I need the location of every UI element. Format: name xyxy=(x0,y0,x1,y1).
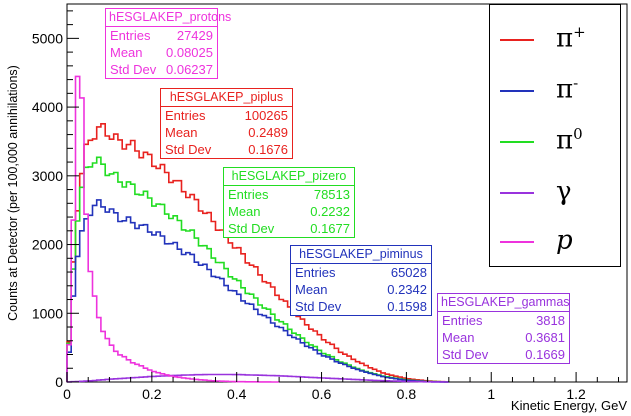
stats-mean-label: Mean xyxy=(295,282,328,297)
legend-item-proton: p xyxy=(490,217,620,267)
stats-std-label: Std Dev xyxy=(165,142,212,157)
legend-swatch xyxy=(500,192,534,194)
series-curve-hESGLAKEP_gammas xyxy=(66,373,449,383)
y-tick-label: 2000 xyxy=(32,237,63,253)
stats-mean-label: Mean xyxy=(110,45,143,60)
stats-title: hESGLAKEP_protons xyxy=(106,9,231,27)
y-tick-label: 4000 xyxy=(32,99,63,115)
plot-frame xyxy=(66,3,628,383)
stats-mean-label: Mean xyxy=(228,204,261,219)
stats-mean-value: 0.2232 xyxy=(310,204,350,219)
stats-box-gammas: hESGLAKEP_gammas Entries 3818 Mean 0.3681 … xyxy=(437,293,570,364)
stats-entries-value: 78513 xyxy=(313,187,350,202)
stats-entries-value: 100265 xyxy=(244,108,288,123)
stats-mean-label: Mean xyxy=(165,125,198,140)
y-axis-label: Counts at Detector (per 100,000 annihila… xyxy=(6,65,20,321)
stats-mean-value: 0.08025 xyxy=(166,45,213,60)
stats-title: hESGLAKEP_pizero xyxy=(224,168,354,186)
stats-mean-value: 0.2489 xyxy=(248,125,288,140)
stats-std-value: 0.1669 xyxy=(525,347,565,362)
stats-box-protons: hESGLAKEP_protons Entries 27429 Mean 0.080… xyxy=(105,8,231,79)
stats-std-value: 0.1598 xyxy=(387,299,427,314)
stats-mean-value: 0.3681 xyxy=(525,330,565,345)
x-axis-label: Kinetic Energy, GeV xyxy=(511,398,627,413)
stats-entries-label: Entries xyxy=(228,187,269,202)
stats-entries-label: Entries xyxy=(165,108,206,123)
legend-item-pizero: π0 xyxy=(490,117,620,167)
stats-std-label: Std Dev xyxy=(442,347,489,362)
series-curve-hESGLAKEP_piplus xyxy=(66,123,450,383)
stats-mean-value: 0.2342 xyxy=(387,282,427,297)
stats-entries-label: Entries xyxy=(295,265,336,280)
x-tick-label: 0.4 xyxy=(227,386,247,402)
y-tick-label: 5000 xyxy=(32,30,63,46)
x-tick-label: 0.8 xyxy=(397,386,417,402)
legend-item-piplus: π+ xyxy=(490,15,620,65)
stats-title: hESGLAKEP_piminus xyxy=(291,246,431,264)
legend-swatch xyxy=(500,241,534,243)
stats-title: hESGLAKEP_gammas xyxy=(438,294,570,312)
stats-std-label: Std Dev xyxy=(228,221,275,236)
stats-std-value: 0.1676 xyxy=(248,142,288,157)
legend-label: γ xyxy=(556,176,572,207)
stats-box-piplus: hESGLAKEP_piplus Entries 100265 Mean 0.248… xyxy=(160,88,293,159)
stats-title: hESGLAKEP_piplus xyxy=(161,89,292,107)
series-curve-hESGLAKEP_piminus xyxy=(66,199,449,383)
stats-entries-value: 3818 xyxy=(536,313,565,328)
x-tick-label: 0.2 xyxy=(142,386,162,402)
x-tick-label: 1 xyxy=(487,386,495,402)
series-curves xyxy=(66,75,450,383)
legend-item-piminus: π- xyxy=(490,66,620,116)
stats-std-label: Std Dev xyxy=(295,299,342,314)
stats-std-label: Std Dev xyxy=(110,62,157,77)
stats-box-piminus: hESGLAKEP_piminus Entries 65028 Mean 0.234… xyxy=(290,245,432,316)
stats-entries-value: 27429 xyxy=(176,28,213,43)
y-tick-label: 3000 xyxy=(32,168,63,184)
legend-swatch xyxy=(500,141,534,143)
stats-entries-label: Entries xyxy=(442,313,483,328)
x-tick-label: 1.2 xyxy=(566,386,586,402)
series-curve-hESGLAKEP_protons xyxy=(66,75,280,383)
stats-std-value: 0.1677 xyxy=(310,221,350,236)
stats-entries-label: Entries xyxy=(110,28,151,43)
legend-label: π- xyxy=(556,74,579,105)
legend-swatch xyxy=(500,39,534,41)
legend-label: π0 xyxy=(556,125,583,156)
legend-label: π+ xyxy=(556,23,586,54)
x-tick-label: 0.6 xyxy=(312,386,332,402)
axes: 0 0.2 0.4 0.6 0.8 1 1.2 0 1000 2000 3000 4000 5000 xyxy=(32,10,620,402)
y-tick-label: 1000 xyxy=(32,305,63,321)
legend-swatch xyxy=(500,90,534,92)
legend-item-gamma: γ xyxy=(490,168,620,218)
x-tick-label: 0 xyxy=(63,386,71,402)
stats-entries-value: 65028 xyxy=(390,265,427,280)
y-tick-label: 0 xyxy=(55,374,63,390)
legend-label: p xyxy=(556,225,573,256)
stats-std-value: 0.06237 xyxy=(166,62,213,77)
stats-mean-label: Mean xyxy=(442,330,475,345)
legend: π+ π- π0 γ p xyxy=(489,4,621,267)
stats-box-pizero: hESGLAKEP_pizero Entries 78513 Mean 0.2232… xyxy=(223,167,355,238)
